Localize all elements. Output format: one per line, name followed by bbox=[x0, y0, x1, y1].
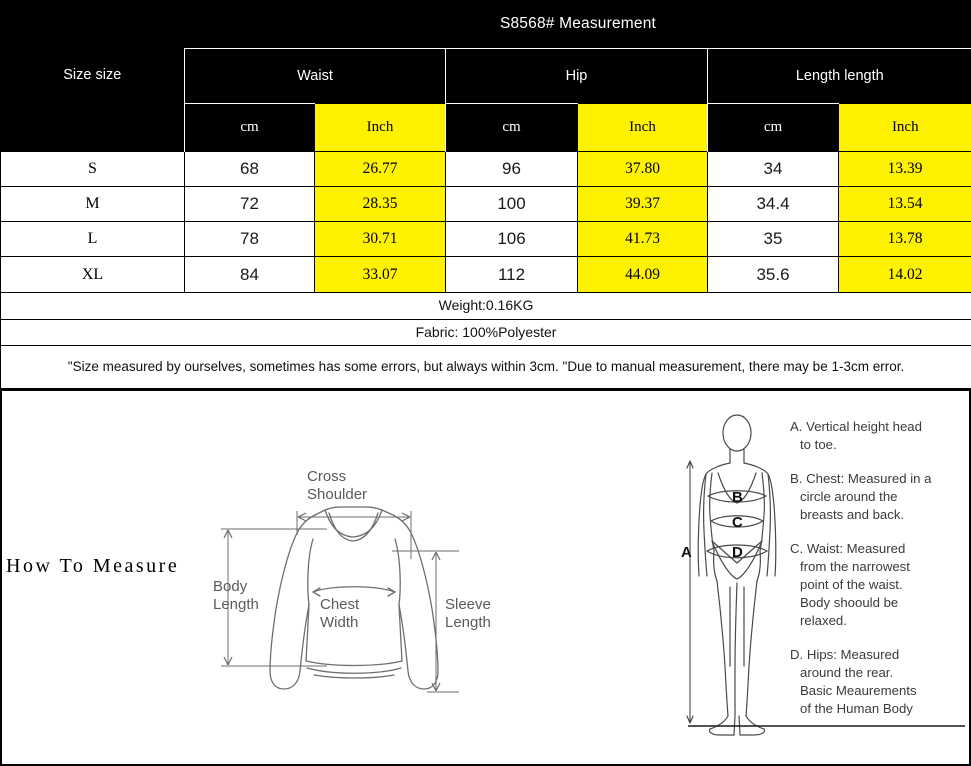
row-size-label: L bbox=[0, 221, 185, 258]
cell-waist-cm: 78 bbox=[184, 221, 315, 258]
group-header-hip: Hip bbox=[445, 48, 708, 104]
body-note-c-line2: from the narrowest bbox=[800, 559, 910, 574]
cell-hip-cm: 96 bbox=[445, 150, 578, 187]
cell-length-inch: 13.78 bbox=[837, 221, 971, 258]
measurement-table: Size size S8568# Measurement Waist Hip L… bbox=[0, 0, 971, 389]
body-note-b-line3: breasts and back. bbox=[800, 507, 904, 522]
unit-header-length-cm: cm bbox=[707, 103, 839, 152]
unit-header-length-inch: Inch bbox=[837, 103, 971, 152]
fabric-note: Fabric: 100%Polyester bbox=[0, 318, 971, 347]
body-note-b-line2: circle around the bbox=[800, 489, 898, 504]
body-note-d-line3: Basic Meaurements bbox=[800, 683, 917, 698]
sleeve-length-label-line2: Length bbox=[445, 614, 491, 631]
cell-length-inch: 13.39 bbox=[837, 150, 971, 187]
cell-waist-cm: 68 bbox=[184, 150, 315, 187]
cell-hip-cm: 106 bbox=[445, 221, 578, 258]
sleeve-length-label-line1: Sleeve bbox=[445, 596, 491, 613]
body-marker-b: B bbox=[732, 489, 743, 506]
body-note-d-line4: of the Human Body bbox=[800, 701, 913, 716]
group-header-waist: Waist bbox=[184, 48, 446, 104]
body-length-label-line1: Body bbox=[213, 578, 248, 595]
body-note-d-line1: D. Hips: Measured bbox=[790, 647, 899, 662]
cross-shoulder-label-line2: Shoulder bbox=[307, 486, 367, 503]
body-note-c-line1: C. Waist: Measured bbox=[790, 541, 905, 556]
cell-waist-inch: 30.71 bbox=[314, 221, 446, 258]
cell-waist-inch: 26.77 bbox=[314, 150, 446, 187]
body-measurement-diagram: A B C D A. Vertical height head to toe. … bbox=[680, 411, 969, 751]
table-row: L 78 30.71 106 41.73 35 13.78 bbox=[0, 221, 971, 258]
cell-hip-cm: 112 bbox=[445, 256, 578, 293]
unit-header-waist-cm: cm bbox=[184, 103, 315, 152]
chest-width-label-line1: Chest bbox=[320, 596, 360, 613]
row-size-label: XL bbox=[0, 256, 185, 293]
body-marker-d: D bbox=[732, 544, 743, 561]
unit-header-waist-inch: Inch bbox=[314, 103, 446, 152]
how-to-measure-title: How To Measure bbox=[6, 555, 180, 577]
cross-shoulder-label-line1: Cross bbox=[307, 468, 346, 485]
row-size-label: M bbox=[0, 185, 185, 223]
body-note-a-line1: A. Vertical height head bbox=[790, 419, 922, 434]
body-note-c-line5: relaxed. bbox=[800, 613, 847, 628]
cell-waist-inch: 33.07 bbox=[314, 256, 446, 293]
chest-width-label-line2: Width bbox=[320, 614, 358, 631]
size-size-header: Size size bbox=[0, 0, 185, 152]
cell-hip-inch: 44.09 bbox=[577, 256, 708, 293]
body-note-c-line4: Body shoould be bbox=[800, 595, 898, 610]
body-note-b-line1: B. Chest: Measured in a bbox=[790, 471, 932, 486]
cell-length-cm: 35.6 bbox=[707, 256, 839, 293]
table-row: XL 84 33.07 112 44.09 35.6 14.02 bbox=[0, 256, 971, 293]
cell-length-inch: 14.02 bbox=[837, 256, 971, 293]
body-length-label-line2: Length bbox=[213, 596, 259, 613]
cell-length-cm: 35 bbox=[707, 221, 839, 258]
body-marker-a: A bbox=[681, 544, 692, 561]
garment-measurement-diagram: Cross Shoulder Body Length Chest Width bbox=[197, 439, 497, 714]
body-note-d-line2: around the rear. bbox=[800, 665, 893, 680]
unit-header-hip-inch: Inch bbox=[577, 103, 708, 152]
table-row: S 68 26.77 96 37.80 34 13.39 bbox=[0, 150, 971, 187]
cell-length-inch: 13.54 bbox=[837, 185, 971, 223]
table-row: M 72 28.35 100 39.37 34.4 13.54 bbox=[0, 185, 971, 223]
how-to-measure-section: How To Measure bbox=[0, 389, 971, 766]
cell-length-cm: 34 bbox=[707, 150, 839, 187]
row-size-label: S bbox=[0, 150, 185, 187]
table-title: S8568# Measurement bbox=[184, 0, 971, 49]
cell-hip-inch: 37.80 bbox=[577, 150, 708, 187]
cell-hip-inch: 39.37 bbox=[577, 185, 708, 223]
body-note-a-line2: to toe. bbox=[800, 437, 837, 452]
unit-header-hip-cm: cm bbox=[445, 103, 578, 152]
cell-hip-cm: 100 bbox=[445, 185, 578, 223]
cell-hip-inch: 41.73 bbox=[577, 221, 708, 258]
weight-note: Weight:0.16KG bbox=[0, 291, 971, 320]
body-marker-c: C bbox=[732, 514, 743, 531]
cell-waist-inch: 28.35 bbox=[314, 185, 446, 223]
cell-waist-cm: 84 bbox=[184, 256, 315, 293]
group-header-length: Length length bbox=[706, 48, 971, 104]
body-note-c-line3: point of the waist. bbox=[800, 577, 903, 592]
cell-length-cm: 34.4 bbox=[707, 185, 839, 223]
error-note: "Size measured by ourselves, sometimes h… bbox=[0, 345, 971, 389]
cell-waist-cm: 72 bbox=[184, 185, 315, 223]
